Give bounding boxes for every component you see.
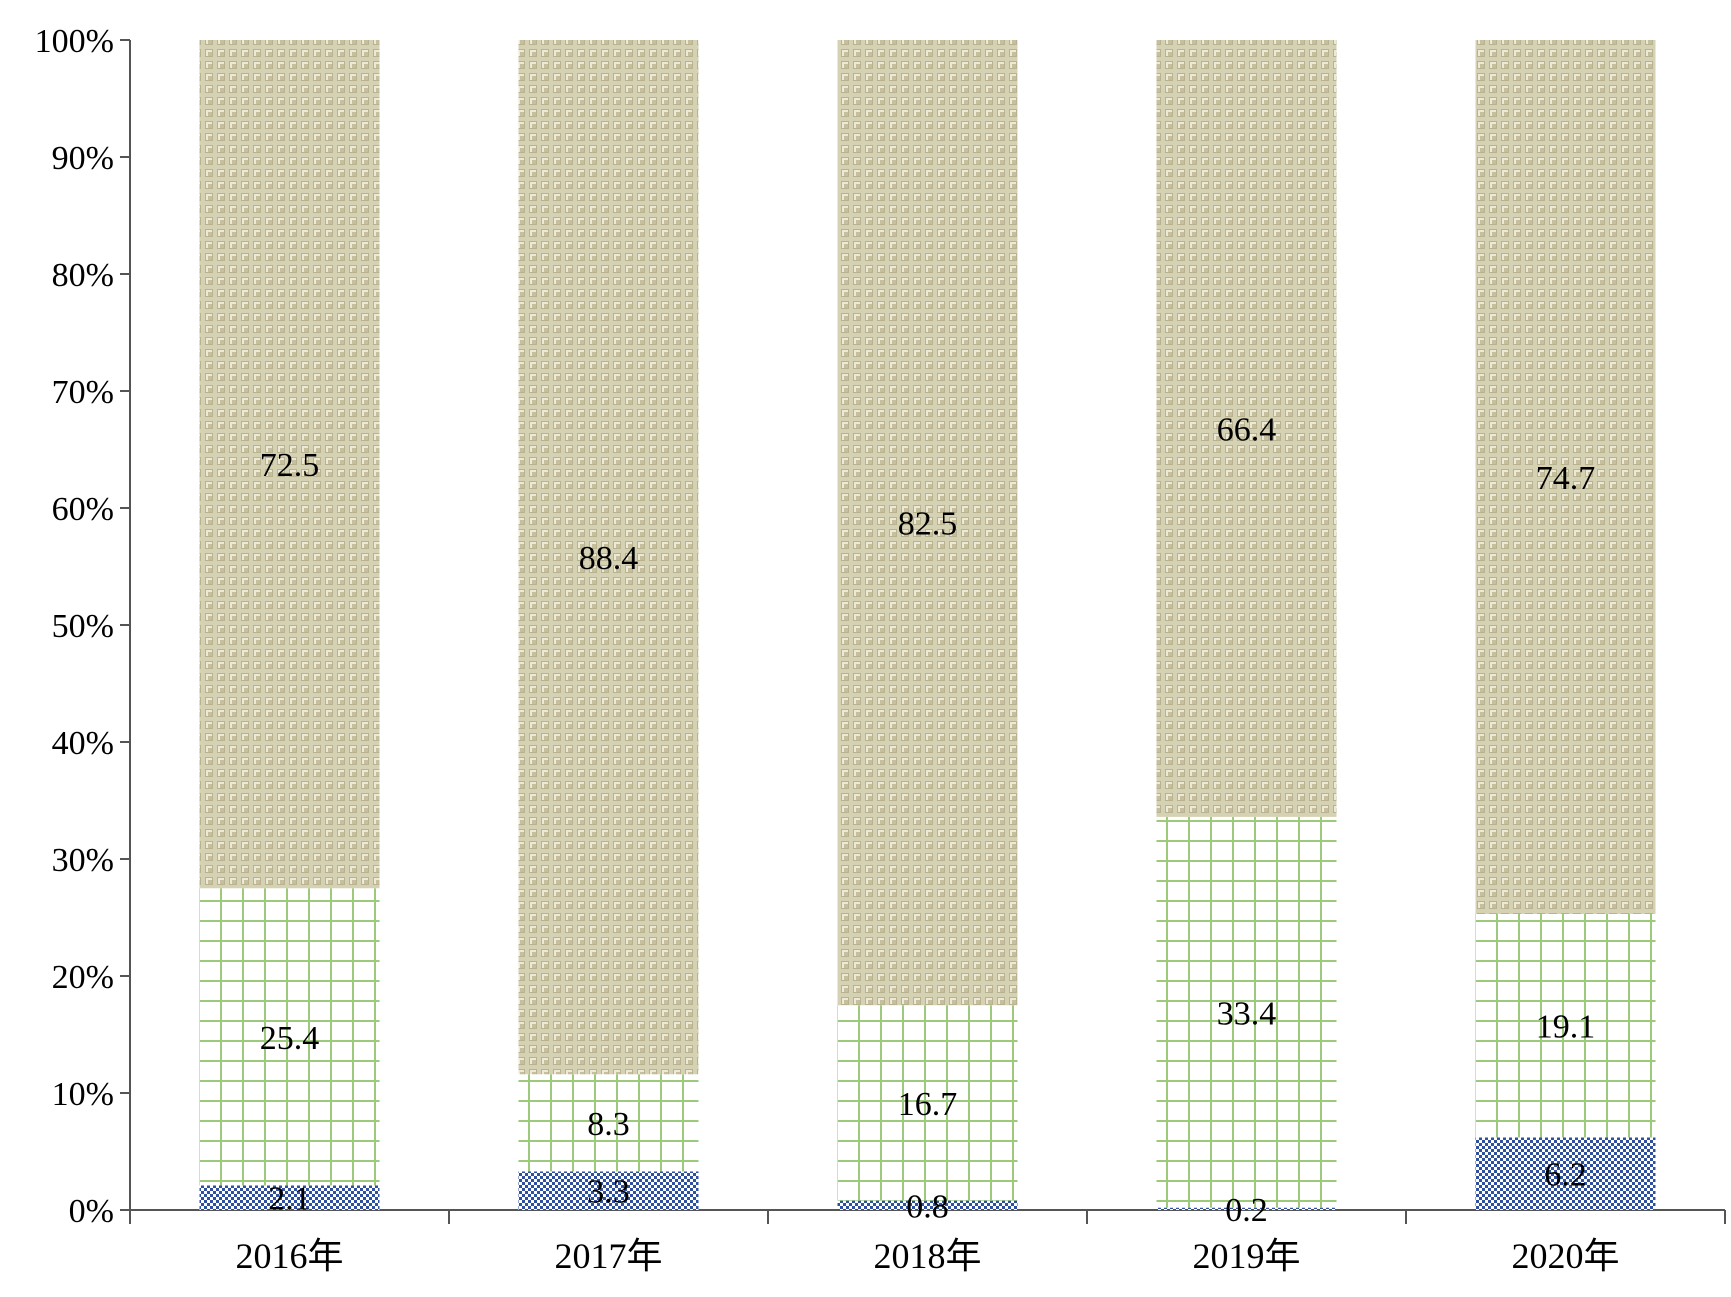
y-tick-label: 10%	[52, 1076, 114, 1113]
y-tick-label: 50%	[52, 608, 114, 645]
bar-segment	[837, 1200, 1018, 1210]
bar-segment	[199, 1185, 380, 1210]
data-label: 88.4	[579, 540, 639, 577]
y-tick-label: 100%	[35, 23, 114, 60]
bar-segment	[1156, 40, 1337, 817]
data-label: 82.5	[898, 506, 958, 543]
data-label: 3.3	[587, 1174, 630, 1211]
data-label: 2.1	[268, 1181, 311, 1218]
y-tick-label: 90%	[52, 140, 114, 177]
data-label: 0.2	[1225, 1192, 1268, 1229]
data-label: 66.4	[1217, 411, 1277, 448]
bar-segment	[199, 888, 380, 1186]
data-label: 33.4	[1217, 995, 1277, 1032]
x-tick-label: 2019年	[1192, 1236, 1300, 1276]
bar-segment	[1156, 816, 1337, 1208]
data-label: 74.7	[1536, 460, 1596, 497]
y-tick-label: 60%	[52, 491, 114, 528]
y-tick-label: 0%	[69, 1193, 114, 1230]
y-tick-label: 40%	[52, 725, 114, 762]
axes: 0% 10% 20% 30% 40% 50% 60% 70% 80% 90% 100% 2016年 20…	[35, 23, 1726, 1276]
bar-segment	[518, 1171, 699, 1210]
bar-segment	[518, 40, 699, 1075]
y-tick-label: 70%	[52, 374, 114, 411]
x-tick-label: 2018年	[873, 1236, 981, 1276]
bar-segment	[1475, 1137, 1656, 1210]
x-tick-label: 2020年	[1511, 1236, 1619, 1276]
bar-segment	[518, 1074, 699, 1172]
x-tick-label: 2016年	[235, 1236, 343, 1276]
bar-segment	[837, 1005, 1018, 1201]
data-label: 6.2	[1544, 1157, 1587, 1194]
data-label: 8.3	[587, 1106, 630, 1143]
y-tick-label: 30%	[52, 842, 114, 879]
data-label: 19.1	[1536, 1009, 1596, 1046]
data-labels: 2.1 25.4 72.5 3.3 8.3 88.4 0.8 16.7 82.5 0.2 33.4 6…	[260, 411, 1596, 1228]
y-tick-label: 80%	[52, 257, 114, 294]
x-tick-label: 2017年	[554, 1236, 662, 1276]
bar-segment	[199, 40, 380, 889]
data-label: 25.4	[260, 1020, 320, 1057]
data-label: 0.8	[906, 1188, 949, 1225]
bar-segment	[1475, 913, 1656, 1138]
bars	[199, 40, 1656, 1210]
bar-segment	[1475, 40, 1656, 914]
data-label: 16.7	[898, 1086, 958, 1123]
data-label: 72.5	[260, 447, 320, 484]
bar-segment	[1156, 1207, 1337, 1210]
y-tick-label: 20%	[52, 959, 114, 996]
bar-segment	[837, 40, 1018, 1006]
